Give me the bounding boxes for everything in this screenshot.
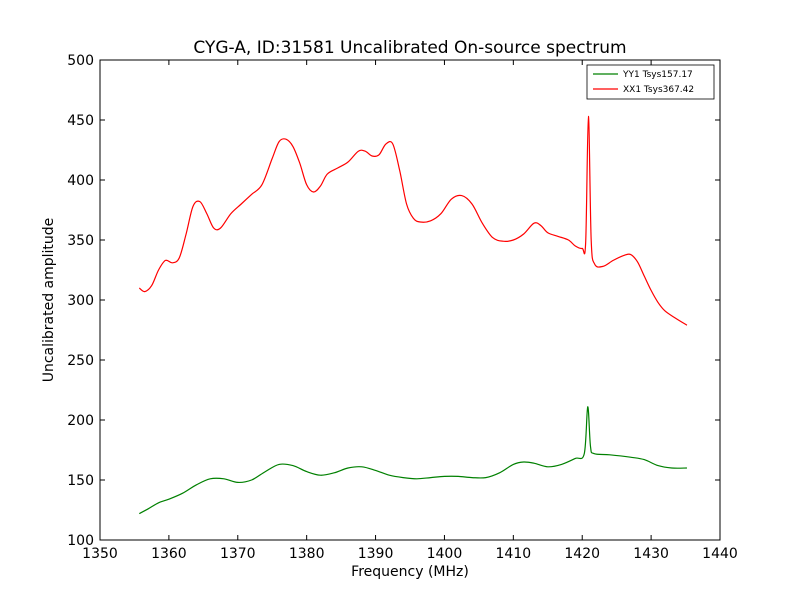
y-tick-label: 500 — [67, 53, 94, 69]
x-axis-label: Frequency (MHz) — [351, 564, 469, 580]
x-tick-label: 1430 — [633, 546, 669, 562]
y-tick-label: 450 — [67, 113, 94, 129]
x-tick-label: 1410 — [496, 546, 532, 562]
chart-title: CYG-A, ID:31581 Uncalibrated On-source s… — [193, 38, 626, 58]
x-tick-label: 1440 — [702, 546, 738, 562]
legend-box — [586, 64, 715, 100]
y-tick-label: 150 — [67, 473, 94, 489]
x-tick-label: 1420 — [564, 546, 600, 562]
ticks-layer: 1350 1360 1370 1380 1390 1400 1410 1420 1430 1440… — [67, 53, 738, 562]
legend-label-xx1: XX1 Tsys367.42 — [623, 85, 694, 95]
y-tick-label: 350 — [67, 233, 94, 249]
series-layer — [138, 115, 688, 515]
y-tick-label: 200 — [67, 413, 94, 429]
y-tick-label: 400 — [67, 173, 94, 189]
legend-label-yy1: YY1 Tsys157.17 — [622, 70, 693, 80]
x-tick-label: 1350 — [82, 546, 118, 562]
x-tick-label: 1390 — [358, 546, 394, 562]
x-tick-label: 1370 — [220, 546, 256, 562]
x-tick-label: 1400 — [427, 546, 463, 562]
x-tick-label: 1360 — [151, 546, 187, 562]
y-tick-label: 100 — [67, 533, 94, 549]
y-axis-label: Uncalibrated amplitude — [41, 218, 57, 383]
series-line-xx1 — [138, 115, 688, 326]
series-line-yy1 — [138, 406, 687, 515]
x-tick-label: 1380 — [289, 546, 325, 562]
y-tick-label: 250 — [67, 353, 94, 369]
y-tick-label: 300 — [67, 293, 94, 309]
legend: YY1 Tsys157.17 XX1 Tsys367.42 — [586, 64, 715, 100]
